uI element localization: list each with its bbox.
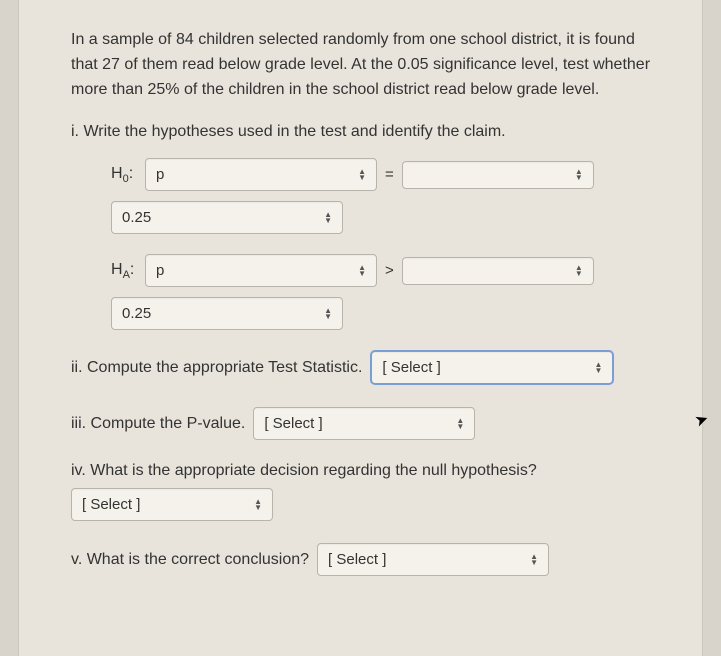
stepper-icon: ▲▼ bbox=[254, 499, 262, 511]
ha-param-value: p bbox=[156, 262, 164, 279]
part-iii-row: iii. Compute the P-value. [ Select ] ▲▼ bbox=[71, 407, 650, 440]
stepper-icon: ▲▼ bbox=[575, 169, 583, 181]
part-iv-label: iv. What is the appropriate decision reg… bbox=[71, 462, 650, 480]
h0-block: H0: p ▲▼ = ▲▼ 0.25 ▲▼ bbox=[71, 158, 650, 234]
h0-operator: = bbox=[383, 166, 396, 183]
stepper-icon: ▲▼ bbox=[324, 308, 332, 320]
pvalue-value: [ Select ] bbox=[264, 415, 322, 432]
h0-param-value: p bbox=[156, 166, 164, 183]
pvalue-select[interactable]: [ Select ] ▲▼ bbox=[253, 407, 475, 440]
h0-rhs-select[interactable]: ▲▼ bbox=[402, 161, 594, 189]
part-ii-label: ii. Compute the appropriate Test Statist… bbox=[71, 359, 362, 377]
question-page: In a sample of 84 children selected rand… bbox=[18, 0, 703, 656]
h0-value: 0.25 bbox=[122, 209, 151, 226]
part-v-row: v. What is the correct conclusion? [ Sel… bbox=[71, 543, 650, 576]
ha-param-select[interactable]: p ▲▼ bbox=[145, 254, 377, 287]
ha-rhs-select[interactable]: ▲▼ bbox=[402, 257, 594, 285]
ha-block: HA: p ▲▼ > ▲▼ 0.25 ▲▼ bbox=[71, 254, 650, 330]
h0-param-select[interactable]: p ▲▼ bbox=[145, 158, 377, 191]
part-ii-row: ii. Compute the appropriate Test Statist… bbox=[71, 350, 650, 385]
stepper-icon: ▲▼ bbox=[594, 362, 602, 374]
ha-operator: > bbox=[383, 262, 396, 279]
conclusion-select[interactable]: [ Select ] ▲▼ bbox=[317, 543, 549, 576]
ha-label: HA: bbox=[111, 261, 139, 281]
ha-value-select[interactable]: 0.25 ▲▼ bbox=[111, 297, 343, 330]
h0-label: H0: bbox=[111, 165, 139, 185]
test-statistic-value: [ Select ] bbox=[382, 359, 440, 376]
part-iii-label: iii. Compute the P-value. bbox=[71, 415, 245, 433]
stepper-icon: ▲▼ bbox=[456, 418, 464, 430]
part-iv-block: iv. What is the appropriate decision reg… bbox=[71, 462, 650, 521]
h0-row: H0: p ▲▼ = ▲▼ bbox=[111, 158, 650, 191]
ha-value-row: 0.25 ▲▼ bbox=[111, 297, 650, 330]
h0-value-row: 0.25 ▲▼ bbox=[111, 201, 650, 234]
stepper-icon: ▲▼ bbox=[530, 554, 538, 566]
ha-row: HA: p ▲▼ > ▲▼ bbox=[111, 254, 650, 287]
problem-statement: In a sample of 84 children selected rand… bbox=[71, 28, 650, 102]
stepper-icon: ▲▼ bbox=[575, 265, 583, 277]
part-i-label: i. Write the hypotheses used in the test… bbox=[71, 120, 650, 144]
ha-value: 0.25 bbox=[122, 305, 151, 322]
stepper-icon: ▲▼ bbox=[324, 212, 332, 224]
h0-value-select[interactable]: 0.25 ▲▼ bbox=[111, 201, 343, 234]
stepper-icon: ▲▼ bbox=[358, 265, 366, 277]
decision-value: [ Select ] bbox=[82, 496, 140, 513]
part-v-label: v. What is the correct conclusion? bbox=[71, 551, 309, 569]
stepper-icon: ▲▼ bbox=[358, 169, 366, 181]
conclusion-value: [ Select ] bbox=[328, 551, 386, 568]
test-statistic-select[interactable]: [ Select ] ▲▼ bbox=[370, 350, 614, 385]
decision-select[interactable]: [ Select ] ▲▼ bbox=[71, 488, 273, 521]
